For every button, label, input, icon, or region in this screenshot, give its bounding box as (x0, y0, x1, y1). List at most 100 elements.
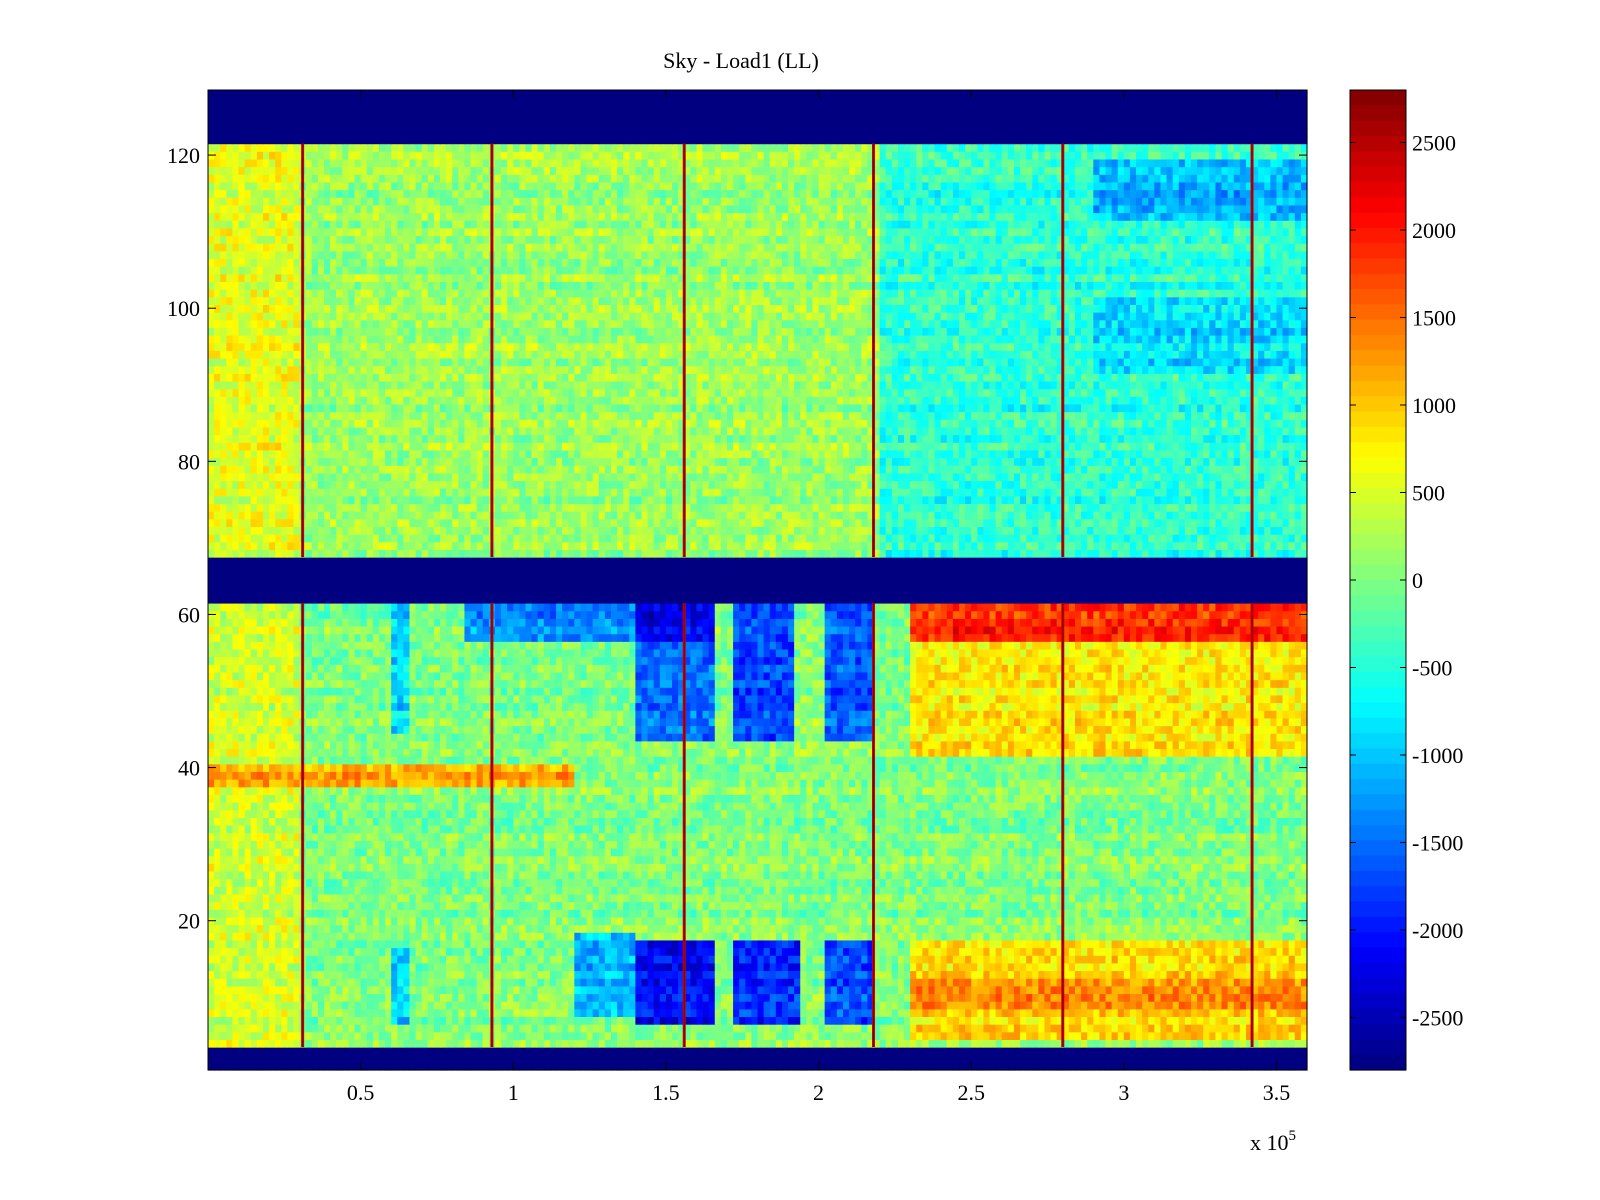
heatmap-cell (1038, 1062, 1046, 1071)
heatmap-cell (1142, 978, 1149, 987)
heatmap-cell (311, 863, 319, 872)
heatmap-cell (641, 947, 649, 956)
heatmap-cell (1123, 1008, 1131, 1018)
heatmap-cell (1209, 924, 1217, 933)
heatmap-cell (1007, 1039, 1015, 1048)
heatmap-cell (372, 947, 380, 956)
heatmap-cell (1166, 1039, 1174, 1048)
heatmap-cell (1154, 993, 1162, 1002)
heatmap-cell (1233, 939, 1241, 949)
heatmap-cell (354, 932, 362, 941)
heatmap-cell (1056, 932, 1064, 941)
heatmap-cell (806, 901, 814, 910)
heatmap-cell (458, 916, 466, 926)
heatmap-cell (214, 1008, 221, 1018)
heatmap-cell (543, 1047, 551, 1056)
heatmap-cell (1038, 878, 1046, 887)
heatmap-cell (214, 878, 221, 887)
heatmap-cell (830, 970, 838, 979)
heatmap-cell (891, 863, 899, 872)
heatmap-cell (684, 916, 691, 926)
heatmap-cell (1062, 939, 1070, 949)
heatmap-cell (684, 962, 691, 972)
heatmap-cell (849, 932, 856, 941)
heatmap-cell (385, 993, 392, 1002)
heatmap-cell (855, 893, 862, 903)
heatmap-cell (714, 1054, 722, 1063)
heatmap-cell (1190, 985, 1198, 995)
heatmap-cell (1068, 962, 1076, 972)
heatmap-cell (385, 909, 392, 918)
heatmap-cell (1026, 978, 1033, 987)
heatmap-cell (1129, 1054, 1137, 1063)
heatmap-cell (1276, 932, 1284, 941)
heatmap-cell (623, 1047, 630, 1056)
heatmap-cell (977, 947, 985, 956)
heatmap-cell (244, 855, 252, 864)
heatmap-cell (739, 978, 746, 987)
heatmap-cell (1129, 1039, 1137, 1048)
heatmap-cell (378, 970, 386, 979)
heatmap-cell (476, 916, 484, 926)
heatmap-cell (1056, 962, 1064, 972)
heatmap-cell (836, 916, 844, 926)
heatmap-cell (568, 1008, 575, 1018)
heatmap-cell (904, 863, 911, 872)
heatmap-cell (910, 901, 917, 910)
heatmap-cell (562, 1054, 569, 1063)
heatmap-cell (1258, 863, 1265, 872)
heatmap-cell (714, 924, 722, 933)
heatmap-cell (910, 1001, 917, 1010)
heatmap-cell (1239, 916, 1247, 926)
heatmap-cell (293, 947, 301, 956)
heatmap-cell (433, 1016, 441, 1025)
heatmap-cell (665, 924, 673, 933)
heatmap-cell (830, 863, 838, 872)
heatmap-cell (1288, 901, 1296, 910)
heatmap-cell (1148, 893, 1155, 903)
heatmap-cell (336, 1054, 343, 1063)
heatmap-cell (513, 962, 520, 972)
heatmap-cell (653, 863, 661, 872)
heatmap-cell (751, 985, 759, 995)
heatmap-cell (1117, 1024, 1125, 1033)
heatmap-cell (1032, 1024, 1039, 1033)
heatmap-cell (1300, 870, 1308, 880)
heatmap-cell (214, 993, 221, 1002)
heatmap-cell (672, 916, 679, 926)
heatmap-cell (1105, 886, 1113, 895)
heatmap-cell (1178, 947, 1186, 956)
heatmap-cell (1197, 863, 1204, 872)
heatmap-cell (763, 1054, 771, 1063)
heatmap-cell (775, 993, 783, 1002)
heatmap-cell (800, 939, 807, 949)
heatmap-cell (849, 893, 856, 903)
heatmap-cell (403, 978, 411, 987)
heatmap-cell (610, 878, 618, 887)
heatmap-cell (531, 993, 539, 1002)
heatmap-cell (849, 1054, 856, 1063)
heatmap-cell (1190, 870, 1198, 880)
heatmap-cell (385, 878, 392, 887)
heatmap-cell (1026, 947, 1033, 956)
heatmap-cell (647, 855, 655, 864)
heatmap-cell (1172, 1016, 1180, 1025)
heatmap-cell (1209, 1062, 1217, 1071)
heatmap-cell (879, 870, 887, 880)
heatmap-cell (1032, 863, 1039, 872)
heatmap-cell (946, 1001, 954, 1010)
heatmap-cell (1148, 1016, 1155, 1025)
heatmap-cell (672, 855, 679, 864)
heatmap-cell (366, 870, 374, 880)
heatmap-cell (1172, 1054, 1180, 1063)
heatmap-cell (1032, 916, 1039, 926)
heatmap-cell (763, 978, 771, 987)
heatmap-cell (1270, 1054, 1278, 1063)
heatmap-cell (647, 970, 655, 979)
heatmap-cell (1178, 1047, 1186, 1056)
heatmap-cell (256, 924, 264, 933)
heatmap-cell (604, 1031, 612, 1040)
heatmap-cell (366, 985, 374, 995)
heatmap-cell (1142, 939, 1149, 949)
heatmap-cell (971, 863, 978, 872)
